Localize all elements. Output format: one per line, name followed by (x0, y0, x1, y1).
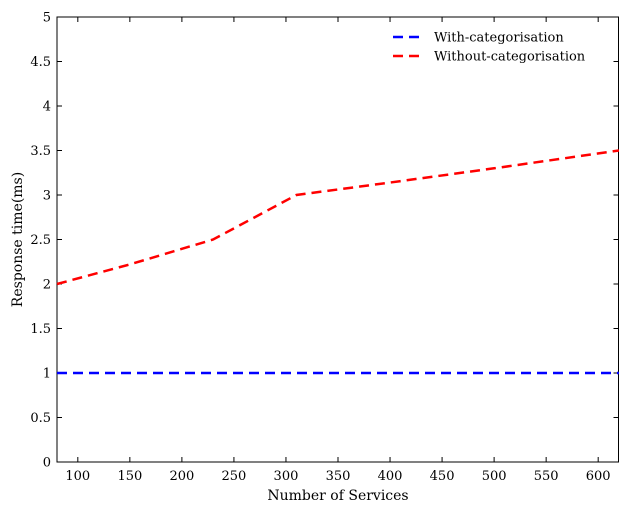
x-tick-label: 100 (65, 469, 90, 484)
series-line-2 (56, 149, 619, 286)
legend-entry-1: With-categorisation (434, 31, 564, 46)
x-tick-label: 400 (378, 469, 403, 484)
y-tick-label: 5 (43, 11, 51, 26)
x-tick-label: 200 (169, 469, 194, 484)
x-tick-label: 500 (482, 469, 507, 484)
x-tick-label: 150 (117, 469, 142, 484)
y-tick-label: 4 (43, 100, 51, 115)
legend-entry-2: Without-categorisation (434, 50, 586, 65)
x-axis-ticks: 100 150 200 250 300 350 400 450 500 550 600 (65, 17, 611, 484)
x-tick-label: 550 (534, 469, 559, 484)
y-tick-label: 1 (43, 367, 51, 382)
y-tick-label: 2 (43, 278, 51, 293)
plot-frame (56, 16, 619, 463)
x-tick-label: 450 (430, 469, 455, 484)
y-axis-ticks: 0 0.5 1 1.5 2 2.5 3 3.5 4 4.5 5 (30, 11, 619, 471)
y-tick-label: 3 (43, 189, 51, 204)
plot-border (56, 16, 619, 463)
series-layer (56, 149, 619, 375)
x-axis-label: Number of Services (267, 488, 408, 504)
y-axis-label: Response time(ms) (10, 172, 26, 307)
x-tick-label: 250 (222, 469, 247, 484)
x-tick-label: 300 (274, 469, 299, 484)
y-tick-label: 1.5 (30, 322, 51, 337)
legend: With-categorisation Without-categorisatio… (393, 31, 586, 65)
y-tick-label: 4.5 (30, 55, 51, 70)
y-tick-label: 3.5 (30, 144, 51, 159)
x-tick-label: 600 (586, 469, 611, 484)
y-tick-label: 0 (43, 456, 51, 471)
y-tick-label: 0.5 (30, 411, 51, 426)
y-tick-label: 2.5 (30, 233, 51, 248)
x-tick-label: 350 (326, 469, 351, 484)
